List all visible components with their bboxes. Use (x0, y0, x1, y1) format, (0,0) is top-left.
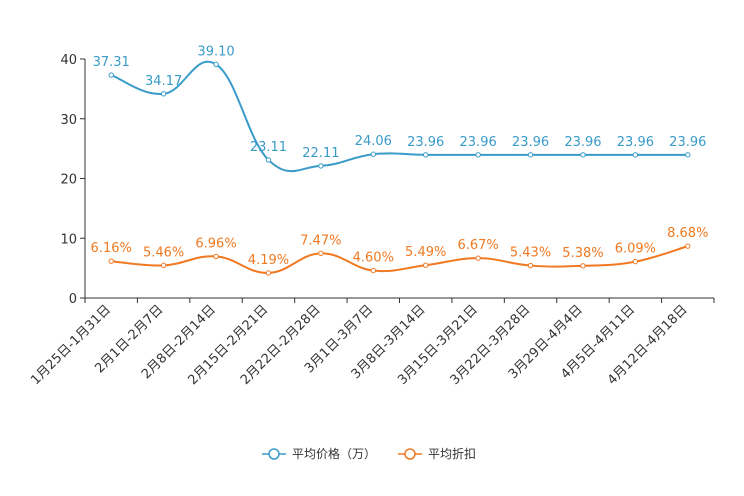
data-label: 7.47% (300, 233, 341, 248)
data-label: 37.31 (93, 55, 130, 70)
y-tick-label: 0 (69, 292, 77, 307)
data-point (370, 267, 376, 274)
data-point (527, 152, 534, 158)
data-point (580, 152, 586, 158)
data-point (632, 258, 639, 265)
data-label: 23.96 (407, 135, 444, 150)
series-2: 6.16% 5.46% 6.96% 4.19% 7.47% 4.60% 5.49% 6.67%… (91, 226, 708, 276)
data-point (213, 253, 219, 260)
data-label: 23.96 (460, 135, 497, 150)
data-point (685, 243, 691, 249)
data-label: 39.10 (197, 44, 234, 59)
legend-label: 平均折扣 (428, 446, 476, 461)
data-label: 23.96 (617, 135, 654, 150)
data-label: 22.11 (302, 146, 339, 161)
data-label: 5.46% (143, 245, 184, 260)
data-label: 6.09% (615, 242, 656, 257)
data-label: 6.16% (91, 241, 132, 256)
legend-marker-icon (404, 448, 416, 460)
data-point (265, 270, 272, 276)
legend[interactable]: 平均价格（万） 平均折扣 (262, 446, 476, 461)
data-point (213, 61, 219, 68)
data-label: 4.60% (353, 251, 394, 266)
data-point (632, 152, 639, 158)
data-label: 6.96% (195, 236, 236, 251)
legend-label: 平均价格（万） (292, 446, 376, 461)
data-label: 23.96 (512, 135, 549, 150)
y-tick-label: 20 (60, 173, 77, 188)
data-label: 5.49% (405, 245, 446, 260)
data-point (475, 255, 481, 261)
data-label: 23.96 (564, 135, 601, 150)
data-point (318, 163, 324, 169)
legend-item-2[interactable]: 平均折扣 (398, 446, 476, 461)
data-point (423, 262, 429, 268)
data-label: 34.17 (145, 74, 182, 89)
data-point (160, 91, 167, 97)
data-label: 5.38% (562, 246, 603, 261)
data-label: 8.68% (667, 226, 708, 241)
data-point (370, 151, 376, 157)
axes: 0102030401月25日-1月31日2月1日-2月7日2月8日-2月14日2… (28, 53, 715, 388)
legend-marker-icon (268, 448, 280, 460)
data-label: 4.19% (248, 253, 289, 268)
series-1: 37.31 34.17 39.10 23.11 22.11 24.06 23.96 23.96… (93, 44, 706, 173)
data-point (423, 152, 429, 158)
y-tick-label: 10 (60, 232, 77, 247)
y-tick-label: 30 (60, 113, 77, 128)
series-line (110, 60, 688, 173)
data-label: 23.96 (669, 135, 706, 150)
data-point (475, 152, 481, 158)
series-layer: 37.31 34.17 39.10 23.11 22.11 24.06 23.96 23.96… (91, 44, 708, 276)
data-point (685, 152, 691, 158)
legend-item-1[interactable]: 平均价格（万） (262, 446, 376, 461)
series-line (111, 245, 689, 274)
data-point (580, 263, 586, 269)
data-point (265, 157, 272, 163)
data-point (318, 250, 324, 257)
data-point (160, 262, 167, 269)
data-point (108, 72, 114, 78)
data-point (527, 262, 534, 269)
data-point (108, 258, 114, 264)
data-label: 24.06 (355, 134, 392, 149)
data-label: 5.43% (510, 246, 551, 261)
y-tick-label: 40 (60, 53, 77, 68)
data-label: 23.11 (250, 140, 287, 155)
data-label: 6.67% (457, 238, 498, 253)
